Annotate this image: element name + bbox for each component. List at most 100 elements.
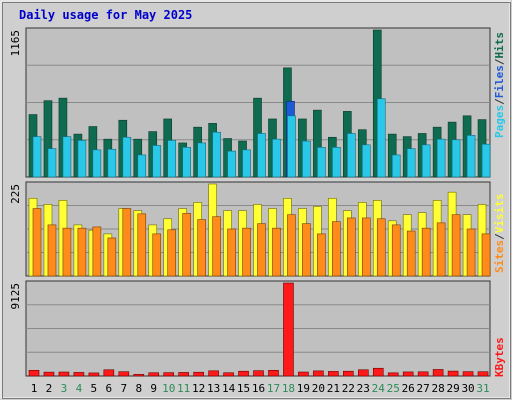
bar-sites-day-30	[466, 228, 476, 277]
bar-pages-day-25	[391, 154, 401, 178]
bar-sites-day-25	[391, 224, 401, 277]
bar-sites-day-21	[332, 221, 341, 277]
bar-sites-day-24	[376, 218, 386, 277]
bar-pages-day-21	[332, 147, 341, 178]
bar-pages-day-4	[77, 140, 87, 178]
bar-pages-day-31	[481, 143, 491, 178]
series-axis-label-group-3: KBytes	[493, 337, 506, 377]
bar-kbytes-day-22	[343, 370, 354, 377]
bar-kbytes-day-28	[432, 369, 444, 377]
bar-sites-day-5	[92, 226, 102, 277]
series-axis-label: /	[493, 98, 506, 105]
bar-pages-day-11	[182, 147, 191, 178]
bar-kbytes-day-31	[477, 371, 489, 377]
x-tick-label: 22	[342, 382, 355, 395]
bar-kbytes-day-25	[387, 372, 399, 377]
bar-pages-day-19	[302, 140, 311, 178]
x-tick-label: 11	[177, 382, 190, 395]
bar-kbytes-day-19	[298, 371, 309, 377]
bar-pages-day-13	[212, 131, 221, 178]
bar-kbytes-day-1	[28, 369, 40, 377]
x-tick-label: 25	[387, 382, 400, 395]
bar-pages-day-10	[167, 140, 177, 178]
bar-sites-day-10	[167, 229, 177, 277]
bar-kbytes-day-20	[313, 370, 324, 377]
bar-sites-day-1	[32, 208, 42, 277]
chart-panel-3: 9125	[9, 280, 491, 377]
bar-kbytes-day-6	[103, 369, 115, 377]
bar-sites-day-12	[197, 219, 206, 277]
bar-pages-day-22	[347, 133, 356, 178]
frame-shadow	[2, 2, 511, 399]
bar-pages-day-14	[227, 150, 236, 178]
x-tick-label: 2	[46, 382, 53, 395]
x-tick-label: 3	[61, 382, 68, 395]
x-tick-label: 29	[446, 382, 459, 395]
series-axis-label: Hits	[493, 32, 506, 59]
bar-pages-day-5	[92, 149, 102, 178]
bar-sites-day-28	[436, 222, 446, 277]
bar-sites-day-2	[47, 224, 57, 277]
bar-kbytes-day-2	[43, 371, 55, 377]
bar-kbytes-day-9	[148, 372, 160, 377]
bar-pages-day-29	[451, 139, 461, 178]
bar-sites-day-3	[62, 227, 72, 277]
x-tick-label: 30	[461, 382, 474, 395]
bar-kbytes-day-5	[88, 372, 100, 377]
x-tick-label: 27	[417, 382, 430, 395]
bar-sites-day-20	[317, 233, 326, 277]
bar-pages-day-9	[152, 145, 162, 178]
bar-kbytes-day-8	[133, 374, 145, 377]
bar-pages-day-27	[421, 144, 431, 178]
bar-kbytes-day-18	[283, 282, 294, 377]
bar-kbytes-day-3	[58, 371, 70, 377]
bar-kbytes-day-14	[223, 372, 234, 377]
y-max-label: 225	[9, 184, 22, 204]
bar-kbytes-day-21	[328, 371, 339, 377]
bar-sites-day-15	[242, 227, 251, 277]
bar-pages-day-1	[32, 136, 42, 178]
bar-pages-day-16	[257, 133, 266, 178]
x-tick-label: 28	[432, 382, 445, 395]
bar-kbytes-day-30	[462, 371, 474, 377]
x-tick-label: 24	[372, 382, 386, 395]
bar-kbytes-day-4	[73, 372, 85, 377]
bar-kbytes-day-23	[357, 369, 369, 377]
y-max-label: 9125	[9, 283, 22, 310]
bar-pages-day-12	[197, 142, 206, 178]
chart-panel-1: 1165	[9, 27, 491, 178]
series-axis-label: Files	[493, 65, 506, 98]
bar-sites-day-6	[107, 237, 117, 277]
bar-sites-day-26	[406, 230, 416, 277]
bar-kbytes-day-7	[118, 371, 130, 377]
bar-sites-day-27	[421, 227, 431, 277]
series-axis-label: Sites	[493, 240, 506, 273]
bar-kbytes-day-26	[402, 371, 414, 377]
series-axis-label: KBytes	[493, 337, 506, 377]
x-tick-label: 16	[252, 382, 265, 395]
bar-pages-day-30	[466, 135, 476, 178]
bar-sites-day-13	[212, 216, 221, 277]
bar-sites-day-4	[77, 227, 87, 277]
x-tick-label: 31	[476, 382, 489, 395]
x-tick-label: 18	[282, 382, 295, 395]
bar-kbytes-day-15	[238, 370, 249, 377]
bar-pages-day-26	[406, 148, 416, 178]
bar-sites-day-17	[272, 227, 281, 277]
bar-pages-day-28	[436, 138, 446, 178]
series-axis-label-group-1: Pages/Files/Hits	[493, 32, 506, 138]
bar-sites-day-14	[227, 228, 236, 277]
x-tick-label: 20	[312, 382, 325, 395]
bar-pages-day-3	[62, 136, 72, 178]
x-tick-label: 19	[297, 382, 310, 395]
x-tick-label: 8	[135, 382, 142, 395]
bar-kbytes-day-17	[268, 369, 279, 377]
series-axis-label-group-2: Sites/Visits	[493, 194, 506, 274]
chart-panel-2: 225	[9, 181, 491, 277]
bar-kbytes-day-16	[253, 370, 264, 377]
x-tick-label: 12	[192, 382, 205, 395]
bar-sites-day-23	[361, 217, 371, 277]
x-tick-label: 10	[162, 382, 175, 395]
